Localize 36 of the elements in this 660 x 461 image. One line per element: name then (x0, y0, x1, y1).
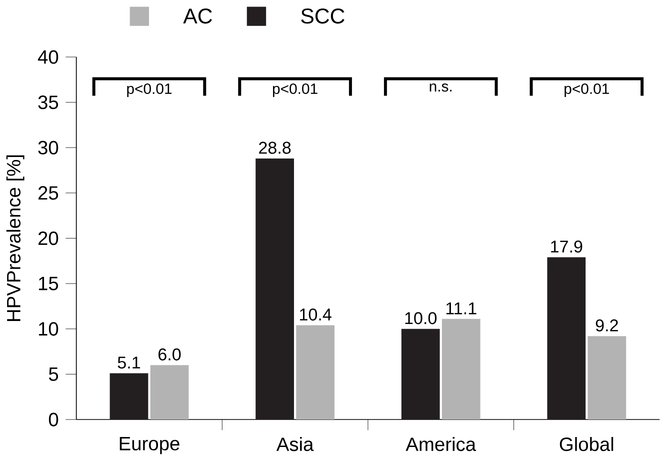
bar (110, 373, 148, 420)
y-tick-label: 20 (38, 232, 58, 246)
y-tick-label: 35 (38, 96, 58, 110)
bar (547, 257, 586, 420)
y-tick-label: 40 (38, 50, 58, 64)
legend-label: SCC (301, 8, 344, 24)
y-tick-label: 25 (38, 186, 58, 200)
annotation: p<0.01 (127, 84, 172, 98)
bar (150, 365, 189, 420)
annotation: p<0.01 (564, 84, 609, 98)
legend-label: AC (183, 8, 212, 24)
y-tick-label: 30 (38, 141, 58, 155)
data-label: 10.4 (300, 308, 332, 321)
data-label: 17.9 (551, 240, 582, 253)
bar (442, 319, 480, 420)
data-label: 6.0 (158, 348, 181, 361)
y-tick-label: 0 (48, 412, 58, 427)
x-tick-label: Global (560, 437, 614, 452)
data-label: 11.1 (446, 302, 476, 314)
bar (401, 329, 440, 420)
annotation: n.s. (430, 84, 452, 92)
y-axis-title: HPVPrevalence [%] (6, 156, 24, 322)
bar (296, 325, 334, 420)
data-label: 10.0 (405, 312, 437, 324)
x-tick-label: America (406, 437, 476, 452)
y-tick-label: 10 (38, 322, 58, 336)
bar (256, 158, 294, 420)
x-tick-label: Europe (120, 437, 180, 454)
data-label: 9.2 (596, 320, 618, 332)
y-tick-label: 5 (48, 368, 58, 382)
y-tick-label: 15 (38, 277, 58, 290)
x-tick-label: Asia (276, 437, 314, 452)
data-label: 28.8 (259, 142, 291, 154)
annotation: p<0.01 (272, 84, 318, 98)
bar (588, 336, 626, 420)
data-label: 5.1 (118, 356, 140, 369)
